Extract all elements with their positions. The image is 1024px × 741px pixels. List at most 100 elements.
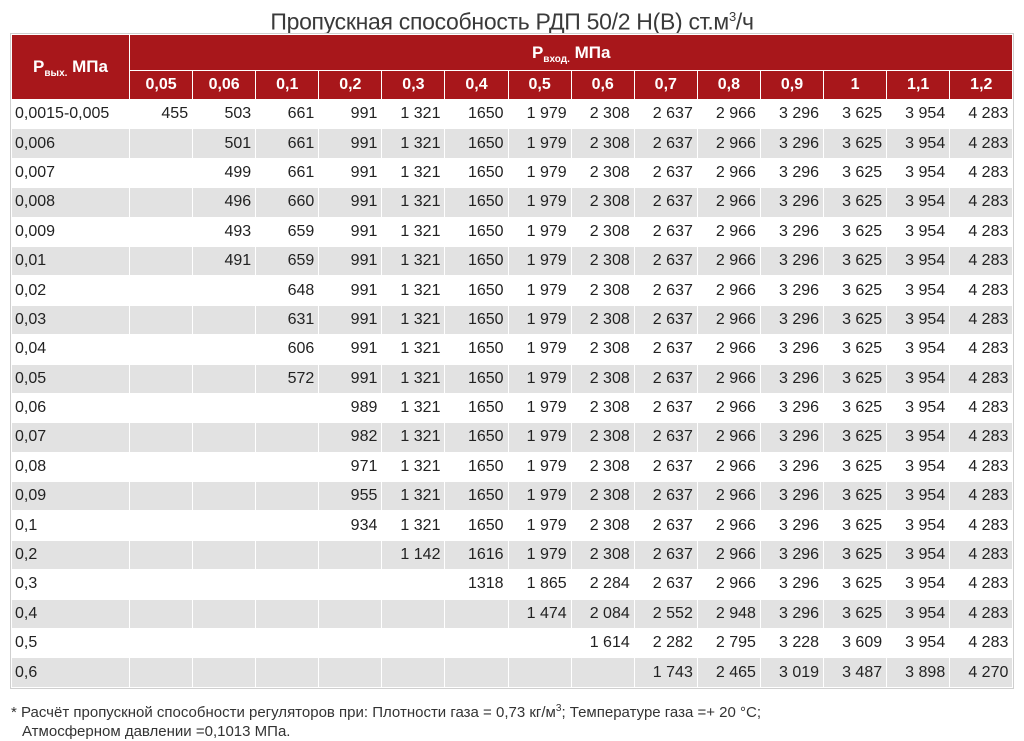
- table-cell: 2 637: [633, 334, 698, 365]
- row-label: 0,03: [11, 304, 130, 336]
- table-cell: 3 954: [886, 569, 951, 600]
- row-label: 0,08: [11, 451, 130, 483]
- table-cell: 3 625: [823, 481, 888, 512]
- table-row: 0,5 1 614 2 282 2 795 3 228 3 609 3 954 4 283: [11, 628, 1014, 659]
- table-cell: 1 979: [507, 157, 572, 189]
- table-cell: 989: [318, 392, 383, 424]
- table-row: 0,08 971 1 321 1650 1 979 2 308 2 637 2 966 3 29…: [11, 451, 1014, 483]
- table-cell: 2 966: [696, 392, 761, 424]
- table-cell: 2 308: [570, 392, 635, 424]
- table-cell: [255, 481, 320, 512]
- table-cell: [192, 275, 257, 306]
- table-cell: 2 284: [570, 569, 635, 600]
- table-row: 0,1 934 1 321 1650 1 979 2 308 2 637 2 966 3 296…: [11, 510, 1014, 541]
- table-cell: 4 283: [949, 510, 1014, 541]
- row-label: 0,02: [11, 275, 130, 306]
- table-cell: 1 321: [381, 334, 446, 365]
- table-cell: 2 637: [633, 187, 698, 218]
- table-cell: 1 743: [633, 657, 698, 688]
- capacity-table: Pвых. МПа Pвход. МПа 0,05 0,06 0,1 0,2 0,3 0,…: [9, 33, 1015, 689]
- table-cell: 2 637: [633, 451, 698, 483]
- table-cell: [128, 363, 194, 394]
- table-cell: 1650: [444, 334, 509, 365]
- table-cell: 1 142: [381, 539, 446, 571]
- table-cell: 2 966: [696, 334, 761, 365]
- table-row: 0,03 631 991 1 321 1650 1 979 2 308 2 637 2 966 3…: [11, 304, 1014, 336]
- outlet-pressure-header: Pвых. МПа: [11, 34, 130, 100]
- table-cell: 455: [128, 98, 194, 130]
- table-cell: [255, 392, 320, 424]
- row-label: 0,0015-0,005: [11, 98, 130, 130]
- table-cell: 1 979: [507, 510, 572, 541]
- table-row: 0,01 491 659 991 1 321 1650 1 979 2 308 2 637 2 9…: [11, 245, 1014, 277]
- table-cell: [128, 481, 194, 512]
- table-cell: [255, 539, 320, 571]
- table-cell: 991: [318, 98, 383, 130]
- table-cell: 3 954: [886, 539, 951, 571]
- table-cell: 2 308: [570, 510, 635, 541]
- table-cell: 3 296: [759, 334, 825, 365]
- table-cell: [255, 422, 320, 453]
- table-cell: 2 966: [696, 275, 761, 306]
- table-row: 0,3 1318 1 865 2 284 2 637 2 966 3 296 3 625 3 9…: [11, 569, 1014, 600]
- table-cell: [128, 510, 194, 541]
- table-cell: [318, 569, 383, 600]
- table-cell: [192, 451, 257, 483]
- table-cell: 1 614: [570, 628, 635, 659]
- table-row: 0,008 496 660 991 1 321 1650 1 979 2 308 2 637 2 …: [11, 187, 1014, 218]
- table-cell: 3 954: [886, 628, 951, 659]
- table-cell: [255, 510, 320, 541]
- table-cell: 503: [192, 98, 257, 130]
- footnote-sup: 3: [555, 703, 562, 714]
- table-cell: [128, 304, 194, 336]
- table-cell: 2 308: [570, 304, 635, 336]
- table-cell: 3 954: [886, 598, 951, 630]
- table-cell: 2 308: [570, 363, 635, 394]
- table-cell: 2 637: [633, 304, 698, 336]
- table-cell: 3 954: [886, 157, 951, 189]
- table-cell: [507, 657, 572, 688]
- table-cell: 2 637: [633, 245, 698, 277]
- table-cell: 1650: [444, 128, 509, 159]
- row-label: 0,07: [11, 422, 130, 453]
- row-label: 0,008: [11, 187, 130, 218]
- table-cell: 2 308: [570, 334, 635, 365]
- table-row: 0,009 493 659 991 1 321 1650 1 979 2 308 2 637 2 …: [11, 216, 1014, 247]
- table-cell: [255, 451, 320, 483]
- table-cell: [192, 628, 257, 659]
- column-header: 0,1: [255, 70, 320, 100]
- table-cell: 1 979: [507, 275, 572, 306]
- table-cell: [444, 598, 509, 630]
- table-cell: 4 283: [949, 157, 1014, 189]
- table-row: 0,006 501 661 991 1 321 1650 1 979 2 308 2 637 2 …: [11, 128, 1014, 159]
- table-cell: 3 296: [759, 569, 825, 600]
- column-header: 0,2: [318, 70, 383, 100]
- table-cell: [192, 422, 257, 453]
- table-cell: 1650: [444, 510, 509, 541]
- table-cell: 2 282: [633, 628, 698, 659]
- table-cell: 1650: [444, 216, 509, 247]
- table-cell: 3 954: [886, 216, 951, 247]
- table-cell: 2 308: [570, 128, 635, 159]
- table-cell: 955: [318, 481, 383, 512]
- table-cell: 2 637: [633, 275, 698, 306]
- table-cell: 4 283: [949, 363, 1014, 394]
- table-cell: 3 296: [759, 481, 825, 512]
- table-cell: 2 966: [696, 510, 761, 541]
- table-cell: 1 979: [507, 128, 572, 159]
- table-cell: [255, 569, 320, 600]
- column-header: 0,3: [381, 70, 446, 100]
- table-cell: 3 296: [759, 510, 825, 541]
- table-cell: 934: [318, 510, 383, 541]
- table-cell: 3 625: [823, 275, 888, 306]
- inlet-pressure-header: Pвход. МПа: [128, 34, 1014, 71]
- table-row: 0,02 648 991 1 321 1650 1 979 2 308 2 637 2 966 3…: [11, 275, 1014, 306]
- table-cell: 3 296: [759, 128, 825, 159]
- table-cell: 2 308: [570, 422, 635, 453]
- table-cell: 2 637: [633, 157, 698, 189]
- table-cell: [128, 245, 194, 277]
- title-sup: 3: [728, 9, 736, 24]
- table-cell: [570, 657, 635, 688]
- table-cell: 1 321: [381, 451, 446, 483]
- footnote: * Расчёт пропускной способности регулято…: [11, 699, 1011, 741]
